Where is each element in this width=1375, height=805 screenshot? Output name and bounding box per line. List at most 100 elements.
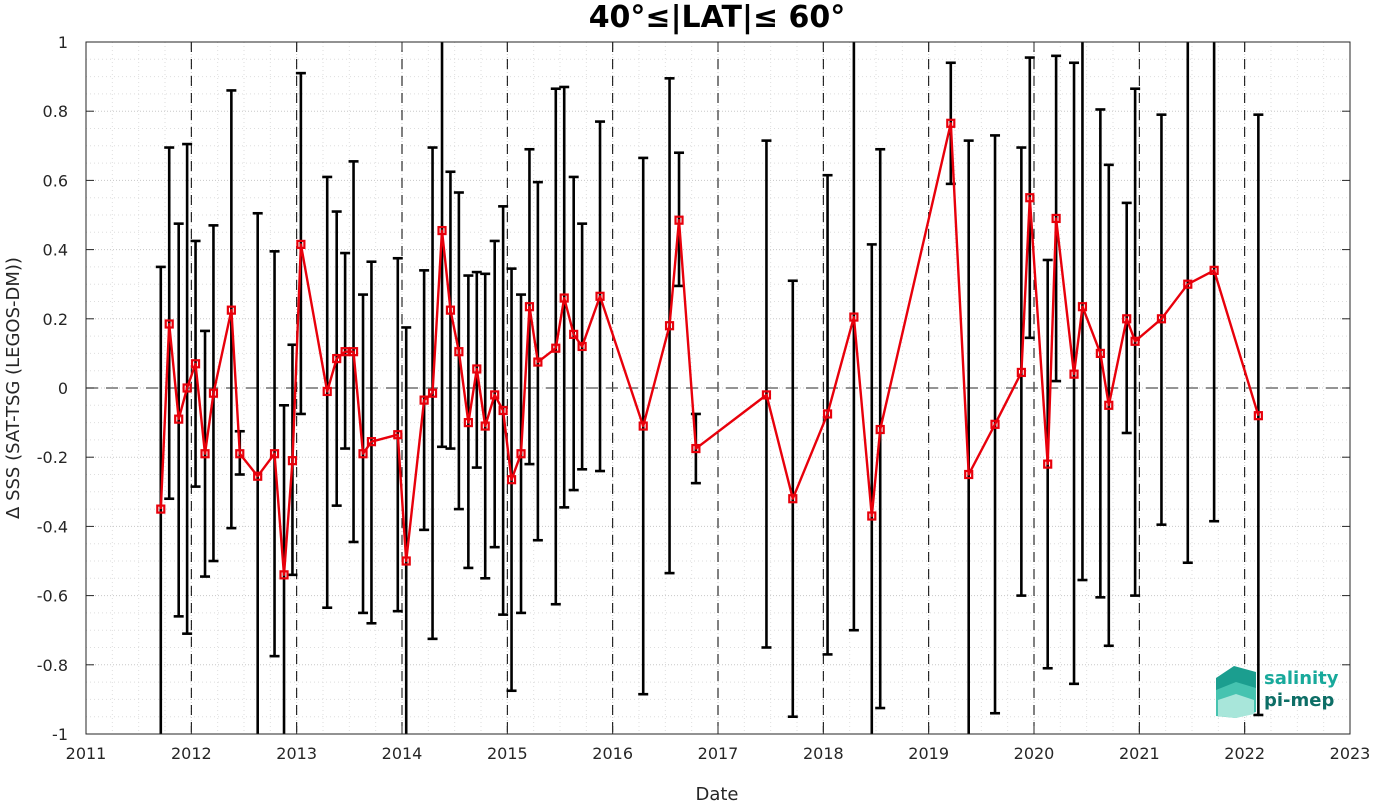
data-point [401,556,411,566]
x-tick-label: 2013 [276,744,317,763]
logo: salinity pi-mep [1216,666,1339,718]
data-point [235,449,245,459]
data-point [664,321,675,331]
data-point [156,504,166,514]
x-tick-label: 2016 [592,744,633,763]
data-point [761,390,772,400]
data-point [427,388,438,398]
data-point [182,383,192,393]
data-point [822,409,833,419]
data-point [174,414,184,424]
data-point [190,359,201,369]
data-point [208,388,219,398]
data-point [1043,459,1053,469]
data-point [1095,348,1105,358]
data-point [1253,411,1263,421]
data-point [559,293,569,303]
x-tick-label: 2020 [1014,744,1055,763]
y-tick-label: 0.2 [43,310,68,329]
data-point [1209,265,1219,275]
tick-labels: -1 -0.8 -0.6 -0.4 -0.2 0 0.2 0.4 0.6 0.8 1 2011 2012… [37,33,1371,763]
data-point [506,475,517,485]
x-tick-label: 2022 [1224,744,1265,763]
data-point [437,225,447,236]
data-point [279,570,289,580]
data-point [875,424,885,435]
data-point [463,418,473,428]
data-point [253,471,263,481]
series [156,118,1263,580]
data-point [269,449,280,459]
data-point [1051,213,1061,224]
x-tick-label: 2018 [803,744,844,763]
data-point [788,494,798,504]
data-point [340,347,350,357]
data-point [1077,302,1088,312]
data-point [498,405,508,416]
data-point [691,443,701,454]
data-point [287,456,298,466]
data-point [595,291,605,301]
data-point [419,395,429,405]
logo-wave-icon [1216,666,1256,718]
data-point [393,430,403,440]
x-tick-label: 2017 [698,744,739,763]
data-point [516,449,526,459]
data-point [445,305,456,315]
data-point [849,312,859,322]
data-point [1122,314,1132,324]
data-point [454,347,464,357]
y-tick-label: -0.2 [37,448,68,467]
data-point [332,353,342,364]
data-point [1183,279,1193,289]
data-point [1104,400,1114,410]
data-point [1156,314,1167,324]
y-tick-label: -1 [52,725,68,744]
data-point [551,343,561,353]
data-point [480,421,490,431]
data-point [366,437,377,447]
x-tick-label: 2014 [382,744,423,763]
y-tick-label: -0.4 [37,517,68,536]
data-point [164,319,174,329]
data-point [358,449,368,459]
y-tick-label: -0.8 [37,656,68,675]
data-point [1016,367,1026,378]
data-point [490,390,500,400]
y-tick-label: 0.6 [43,171,68,190]
data-point [296,239,306,250]
data-point [674,215,684,225]
data-point [200,449,210,459]
data-point [348,347,359,357]
data-point [533,357,543,367]
logo-text-pi-mep: pi-mep [1264,690,1334,711]
y-tick-label: 0.8 [43,102,68,121]
axes [85,41,1351,735]
data-point [1025,193,1035,203]
data-point [322,386,332,397]
data-point [946,118,956,128]
y-tick-label: 1 [58,33,68,52]
x-tick-label: 2015 [487,744,528,763]
x-tick-label: 2023 [1330,744,1371,763]
x-tick-label: 2011 [66,744,107,763]
series-line [159,122,1260,576]
data-point [569,329,579,339]
data-point [577,341,587,352]
y-axis-label: Δ SSS (SAT-TSG (LEGOS-DM)) [3,257,24,519]
y-tick-label: 0.4 [43,241,68,260]
logo-text-salinity: salinity [1264,668,1339,689]
x-tick-label: 2019 [908,744,949,763]
data-point [472,364,482,374]
chart-title: 40°≤|LAT|≤ 60° [589,0,846,35]
data-point [1130,336,1140,346]
x-tick-label: 2021 [1119,744,1160,763]
data-point [990,419,1000,429]
y-tick-label: -0.6 [37,587,68,606]
x-tick-label: 2012 [171,744,212,763]
data-point [964,469,974,480]
y-tick-label: 0 [58,379,68,398]
data-point [226,305,236,315]
